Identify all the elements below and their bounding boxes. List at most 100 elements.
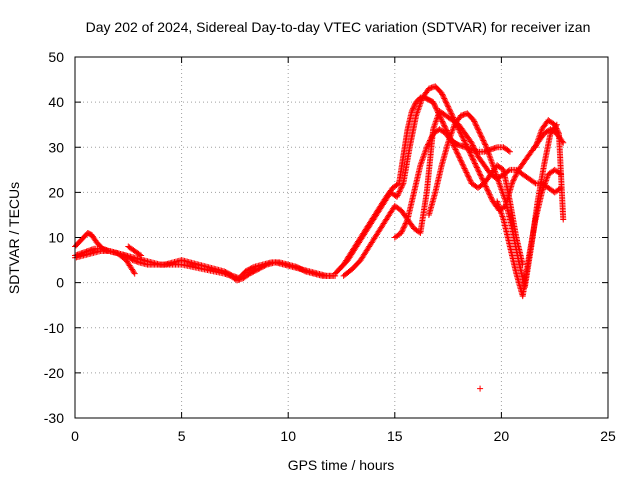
chart-title: Day 202 of 2024, Sidereal Day-to-day VTE…	[86, 19, 591, 35]
data-point	[443, 100, 450, 107]
data-point	[509, 178, 516, 185]
data-point	[425, 141, 432, 148]
data-point	[482, 141, 489, 148]
data-point	[402, 220, 409, 227]
data-point	[488, 195, 495, 202]
data-point	[475, 128, 482, 135]
data-point	[400, 224, 407, 231]
data-point	[474, 165, 481, 172]
data-point	[471, 160, 478, 167]
data-point	[464, 144, 471, 151]
data-point	[408, 108, 415, 115]
data-point	[447, 109, 454, 116]
data-point	[130, 269, 137, 276]
data-point	[433, 105, 440, 112]
data-point	[461, 138, 468, 145]
data-point	[471, 146, 478, 153]
data-point	[475, 167, 482, 174]
data-point	[427, 136, 434, 143]
data-point	[554, 126, 561, 133]
data-point	[473, 122, 480, 129]
data-point	[510, 177, 517, 184]
data-point	[469, 142, 476, 149]
data-point	[486, 191, 493, 198]
data-point	[478, 175, 485, 182]
data-point	[441, 96, 448, 103]
data-point	[509, 180, 516, 187]
data-point	[438, 90, 445, 97]
series-outlier	[477, 385, 484, 392]
data-point	[440, 94, 447, 101]
x-tick-label: 0	[71, 428, 79, 444]
data-point	[451, 143, 458, 150]
data-point	[463, 141, 470, 148]
data-point	[482, 142, 489, 149]
data-point	[456, 154, 463, 161]
data-point	[469, 141, 476, 148]
data-point	[511, 174, 518, 181]
data-point	[555, 129, 562, 136]
data-point	[468, 152, 475, 159]
data-point	[470, 157, 477, 164]
data-point	[551, 121, 558, 128]
data-point	[459, 161, 466, 168]
data-point	[460, 136, 467, 143]
data-point	[446, 106, 453, 113]
data-point	[477, 172, 484, 179]
data-point	[447, 107, 454, 114]
data-point	[462, 168, 469, 175]
data-point	[398, 229, 405, 236]
data-point	[411, 102, 418, 109]
data-point	[403, 219, 410, 226]
data-point	[460, 164, 467, 171]
data-point	[403, 217, 410, 224]
x-tick-label: 25	[600, 428, 616, 444]
data-point	[477, 171, 484, 178]
y-tick-label: -10	[44, 320, 64, 336]
data-point	[439, 118, 446, 125]
data-markers	[72, 83, 567, 392]
data-point	[428, 134, 435, 141]
data-point	[458, 160, 465, 167]
data-point	[477, 130, 484, 137]
data-point	[560, 216, 567, 223]
data-point	[457, 157, 464, 164]
data-point	[464, 172, 471, 179]
data-point	[423, 144, 430, 151]
data-point	[505, 167, 512, 174]
data-point	[440, 121, 447, 128]
data-point	[402, 221, 409, 228]
data-point	[472, 147, 479, 154]
data-point	[410, 105, 417, 112]
data-point	[476, 129, 483, 136]
data-point	[512, 173, 519, 180]
data-point	[473, 164, 480, 171]
data-point	[472, 121, 479, 128]
data-point	[465, 174, 472, 181]
data-point	[506, 148, 513, 155]
data-point	[136, 251, 143, 258]
data-point	[438, 117, 445, 124]
data-point	[474, 125, 481, 132]
data-point	[466, 149, 473, 156]
data-point	[478, 174, 485, 181]
data-point	[487, 194, 494, 201]
data-point	[428, 133, 435, 140]
data-point	[431, 101, 438, 108]
series-track-11	[532, 117, 567, 223]
data-point	[510, 176, 517, 183]
data-point	[553, 125, 560, 132]
data-point	[471, 145, 478, 152]
series-track-7	[340, 108, 565, 279]
data-point	[484, 187, 491, 194]
series-track-3	[72, 248, 138, 277]
data-point	[410, 104, 417, 111]
data-point	[445, 104, 452, 111]
data-point	[483, 184, 490, 191]
data-point	[512, 172, 519, 179]
x-tick-label: 20	[494, 428, 510, 444]
data-point	[397, 185, 404, 192]
data-point	[444, 102, 451, 109]
data-point	[441, 123, 448, 130]
data-point	[531, 179, 538, 186]
